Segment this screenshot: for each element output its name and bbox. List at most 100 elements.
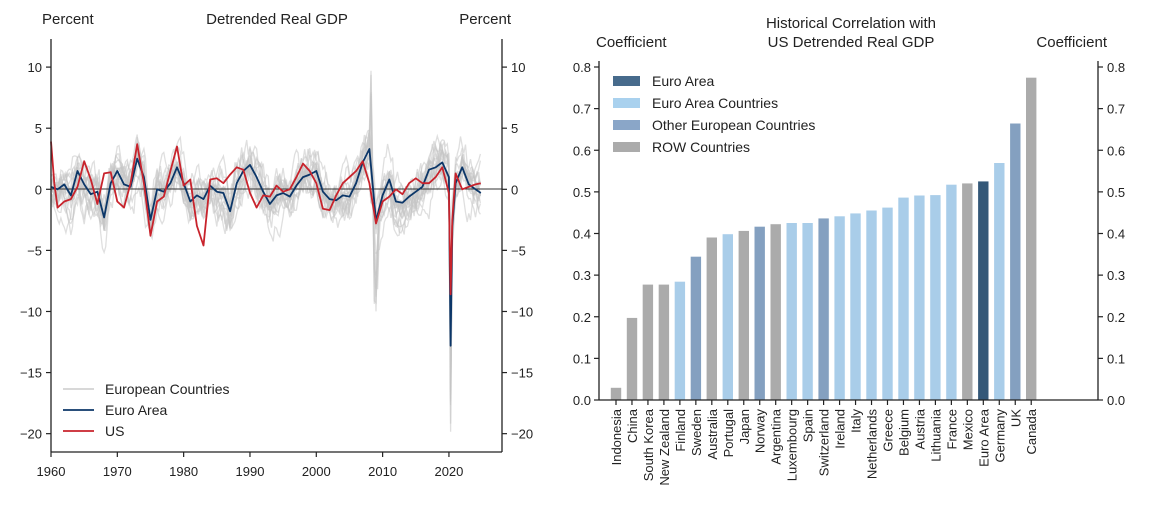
legend-label: Euro Area — [105, 402, 167, 418]
bar-x-tick-label: South Korea — [641, 408, 656, 481]
bar-euro-area — [977, 180, 990, 401]
european-country-line — [50, 92, 482, 399]
bar-y-ticks: 0.0 0.0 0.1 0.1 0.2 0.2 0.3 0.3 0.4 0.4 0.5 0.5 0.6 0… — [573, 60, 1125, 408]
bar-x-tick-label: Japan — [737, 409, 752, 444]
y-tick-label-left: 10 — [28, 60, 42, 75]
bar-finland — [674, 281, 686, 401]
bar-x-tick-label: Spain — [801, 409, 816, 442]
bar-x-tick-label: Switzerland — [817, 409, 832, 476]
y-tick-label-right: 10 — [511, 60, 525, 75]
bar-legend: Euro Area Euro Area Countries Other Europe… — [613, 73, 815, 155]
y-tick-label-right: −15 — [511, 366, 533, 381]
bar-france — [945, 184, 958, 401]
european-country-line — [50, 129, 481, 393]
bar-x-tick-label: Luxembourg — [785, 409, 800, 481]
series-lines — [50, 141, 482, 347]
x-tick-label: 2010 — [368, 464, 397, 479]
right-y-axis-label: Percent — [459, 11, 512, 28]
bar-x-tick-label: Lithuania — [928, 408, 943, 462]
bar-norway — [753, 226, 766, 401]
bar-south-korea — [642, 283, 654, 401]
bar-legend-swatch — [613, 98, 640, 108]
bar-y-tick-label-left: 0.7 — [573, 102, 591, 117]
bar-netherlands — [865, 209, 878, 401]
bar-x-tick-label: Greece — [880, 409, 895, 452]
y-tick-label-right: 0 — [511, 182, 518, 197]
series-line-us — [50, 141, 481, 296]
y-tick-label-right: 5 — [511, 121, 518, 136]
bar-sweden — [690, 256, 702, 401]
bar-x-tick-label: Netherlands — [865, 409, 880, 480]
legend-label: US — [105, 423, 124, 439]
bar-new-zealand — [658, 283, 670, 401]
bar-y-tick-label-right: 0.8 — [1107, 60, 1125, 75]
bar-y-tick-label-right: 0.3 — [1107, 268, 1125, 283]
bar-germany — [993, 162, 1006, 401]
bar-legend-swatch — [613, 76, 640, 86]
european-country-line — [50, 95, 482, 406]
y-tick-label-right: −10 — [511, 304, 533, 319]
bar-y-tick-label-right: 0.7 — [1107, 102, 1125, 117]
bar-y-tick-label-left: 0.2 — [573, 310, 591, 325]
bar-x-tick-label: Norway — [753, 409, 768, 454]
bar-x-tick-label: Argentina — [769, 408, 784, 464]
european-country-line — [50, 74, 481, 424]
bar-legend-swatch — [613, 142, 640, 152]
bar-indonesia — [610, 387, 622, 401]
left-chart-title: Detrended Real GDP — [206, 11, 348, 28]
x-tick-label: 1970 — [103, 464, 132, 479]
x-tick-label: 2000 — [302, 464, 331, 479]
bar-y-tick-label-left: 0.5 — [573, 185, 591, 200]
y-tick-label-left: −20 — [20, 427, 42, 442]
bar-y-tick-label-left: 0.3 — [573, 268, 591, 283]
bar-x-tick-label: Australia — [705, 408, 720, 459]
european-country-line — [50, 94, 482, 382]
bar-legend-swatch — [613, 120, 640, 130]
series-line-euro-area — [50, 148, 482, 347]
bar-y-tick-label-left: 0.0 — [573, 393, 591, 408]
x-tick-label: 1960 — [37, 464, 66, 479]
x-tick-label: 1990 — [236, 464, 265, 479]
right-chart-title-line2: US Detrended Real GDP — [768, 34, 935, 51]
bar-y-tick-label-left: 0.4 — [573, 227, 591, 242]
bar-x-tick-label: France — [944, 409, 959, 449]
legend-label: European Countries — [105, 381, 230, 397]
bar-italy — [849, 212, 862, 401]
bar-legend-label: Euro Area Countries — [652, 95, 778, 111]
y-tick-label-left: 5 — [35, 121, 42, 136]
bar-x-tick-label: Indonesia — [609, 408, 624, 465]
european-countries-lines — [50, 70, 482, 432]
bar-luxembourg — [785, 222, 798, 401]
y-tick-label-right: −5 — [511, 243, 526, 258]
bar-y-tick-label-right: 0.4 — [1107, 227, 1125, 242]
y-tick-label-right: −20 — [511, 427, 533, 442]
bar-japan — [737, 230, 750, 401]
x-ticks: 1960 1970 1980 1990 2000 2010 2020 — [37, 452, 463, 479]
legend: European Countries Euro Area US — [63, 381, 230, 439]
bar-x-tick-label: Austria — [912, 408, 927, 449]
bar-spain — [801, 222, 814, 401]
bar-austria — [913, 194, 926, 401]
bar-x-tick-label: Ireland — [833, 409, 848, 449]
bar-portugal — [721, 233, 734, 401]
bar-x-tick-label: Portugal — [721, 409, 736, 458]
european-country-line — [50, 70, 482, 393]
bar-right-y-axis-label: Coefficient — [1036, 34, 1107, 51]
bar-chart-correlation: Historical Correlation with US Detrended… — [573, 15, 1125, 486]
bar-switzerland — [817, 217, 830, 401]
bar-mexico — [961, 182, 974, 401]
y-tick-label-left: −10 — [20, 304, 42, 319]
bar-x-tick-label: Mexico — [960, 409, 975, 450]
bar-y-tick-label-left: 0.8 — [573, 60, 591, 75]
bar-y-tick-label-right: 0.1 — [1107, 351, 1125, 366]
y-ticks: 10 10 5 5 0 0 −5 −5 −10 −10 −15 −15 −20 −20 — [20, 60, 533, 442]
y-tick-label-left: −15 — [20, 366, 42, 381]
left-y-axis-label: Percent — [42, 11, 95, 28]
bar-y-tick-label-left: 0.1 — [573, 351, 591, 366]
x-tick-label: 1980 — [169, 464, 198, 479]
bar-y-tick-label-right: 0.6 — [1107, 143, 1125, 158]
bar-x-tick-label: Italy — [849, 409, 864, 433]
bar-y-tick-label-right: 0.0 — [1107, 393, 1125, 408]
bar-x-tick-label: Belgium — [896, 409, 911, 456]
